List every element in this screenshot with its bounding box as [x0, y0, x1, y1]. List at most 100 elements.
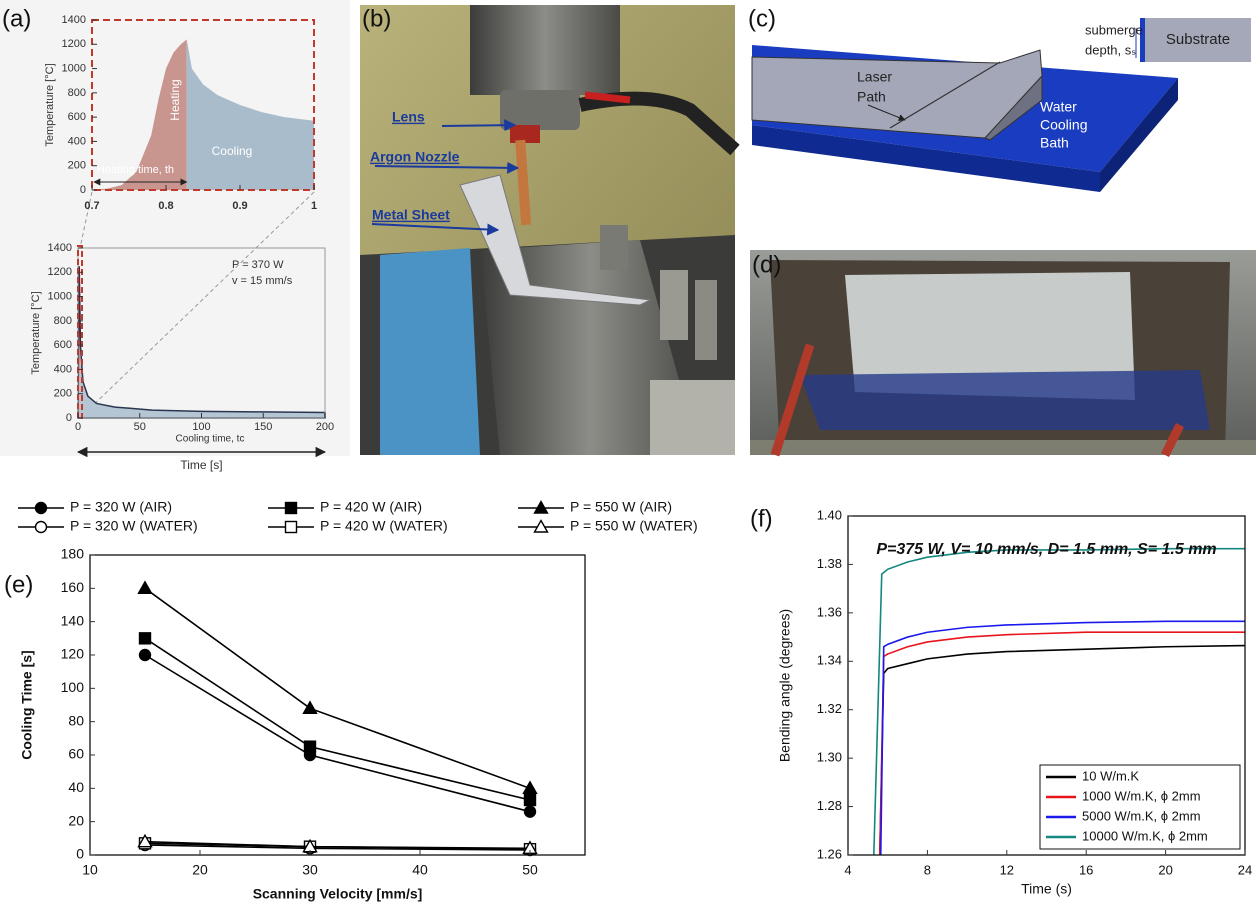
photo-label: Argon Nozzle — [370, 149, 460, 165]
line — [879, 620, 1245, 856]
zoom-guide — [81, 191, 315, 417]
marker — [533, 519, 549, 533]
marker — [522, 780, 538, 795]
marker — [523, 793, 537, 807]
area-label: Heating — [168, 79, 182, 120]
y-axis-label: Bending angle (degrees) — [777, 609, 793, 762]
inset-box-label: Substrate — [1166, 31, 1230, 48]
inset-label: depth, sₛ — [1085, 42, 1136, 57]
y-tick-label: 1.34 — [817, 653, 842, 668]
line — [144, 587, 531, 790]
y-tick-label: 1.40 — [817, 507, 842, 522]
panel-label: (b) — [362, 5, 391, 32]
x-axis-label: Time (s) — [1021, 881, 1072, 897]
y-tick-label: 40 — [68, 779, 84, 795]
annotation: Heating time, th — [97, 164, 174, 176]
x-tick-label: 20 — [192, 862, 208, 878]
y-tick-label: 80 — [68, 712, 84, 728]
legend-label: P = 320 W (WATER) — [70, 518, 198, 534]
x-tick-label: 200 — [316, 421, 334, 433]
legend-label: 10000 W/m.K, ϕ 2mm — [1082, 828, 1208, 843]
plot-frame — [847, 515, 1246, 856]
y-tick-label: 400 — [54, 363, 72, 375]
marker — [523, 805, 537, 818]
path-label: Path — [857, 89, 886, 105]
y-tick-label: 1.38 — [817, 556, 842, 571]
y-tick-label: 160 — [61, 579, 85, 595]
marker — [138, 648, 152, 662]
x-tick-label: 50 — [522, 862, 538, 878]
y-tick-label: 60 — [68, 746, 84, 762]
y-tick-label: 1.32 — [817, 701, 842, 716]
y-axis-label: Cooling Time [s] — [19, 650, 35, 759]
x-tick-label: 40 — [412, 862, 428, 878]
panel-label: (a) — [2, 5, 31, 32]
marker — [137, 833, 153, 848]
bath-label: Cooling — [1040, 117, 1087, 133]
chart-title: P=375 W, V= 10 mm/s, D= 1.5 mm, S= 1.5 m… — [876, 541, 1216, 558]
marker — [34, 501, 48, 515]
area — [186, 39, 314, 190]
y-tick-label: 1200 — [48, 266, 72, 278]
y-tick-label: 1000 — [48, 290, 72, 302]
line — [873, 547, 1245, 856]
x-axis-label: Time [s] — [180, 458, 222, 472]
x-axis-label: Scanning Velocity [mm/s] — [253, 886, 423, 902]
y-tick-label: 600 — [68, 111, 86, 123]
y-tick-label: 800 — [54, 315, 72, 327]
y-tick-label: 1200 — [62, 38, 86, 50]
marker — [137, 580, 153, 595]
x-tick-label: 50 — [134, 421, 146, 433]
y-tick-label: 1.26 — [817, 846, 842, 861]
legend-label: P = 550 W (WATER) — [570, 518, 698, 534]
y-tick-label: 1.30 — [817, 750, 842, 765]
x-tick-label: 4 — [844, 862, 851, 877]
y-tick-label: 180 — [61, 546, 85, 562]
legend-label: 1000 W/m.K, ϕ 2mm — [1082, 788, 1201, 803]
panel-label: (c) — [748, 5, 776, 32]
line — [878, 631, 1245, 856]
x-tick-label: 0.9 — [232, 200, 247, 212]
y-axis-label: Temperature [°C] — [44, 63, 56, 146]
x-tick-label: 150 — [254, 421, 272, 433]
legend-label: P = 420 W (AIR) — [320, 499, 422, 515]
plot-frame — [89, 554, 586, 856]
photo-label: Metal Sheet — [372, 207, 450, 223]
x-tick-label: 0.7 — [84, 200, 99, 212]
marker — [34, 520, 48, 534]
y-tick-label: 1400 — [48, 242, 72, 254]
annotation: Cooling time, tc — [176, 434, 245, 445]
y-tick-label: 200 — [68, 160, 86, 172]
marker — [303, 740, 317, 753]
y-tick-label: 0 — [80, 184, 86, 196]
y-tick-label: 1.28 — [817, 798, 842, 813]
y-tick-label: 1000 — [62, 62, 86, 74]
y-tick-label: 120 — [61, 646, 85, 662]
plot-frame — [91, 19, 315, 191]
photo-label: Lens — [392, 109, 425, 125]
y-tick-label: 100 — [61, 679, 85, 695]
area — [92, 39, 187, 190]
bath-label: Bath — [1040, 135, 1069, 151]
y-tick-label: 800 — [68, 87, 86, 99]
legend-box — [1039, 764, 1241, 850]
y-tick-label: 200 — [54, 388, 72, 400]
y-axis-label: Temperature [°C] — [30, 291, 42, 374]
line — [144, 654, 531, 813]
x-tick-label: 1 — [311, 200, 317, 212]
x-tick-label: 0 — [75, 421, 81, 433]
x-tick-label: 24 — [1238, 862, 1252, 877]
legend-label: P = 320 W (AIR) — [70, 499, 172, 515]
marker — [302, 700, 318, 715]
x-tick-label: 12 — [1000, 862, 1014, 877]
y-tick-label: 0 — [76, 846, 84, 862]
panel-label: (d) — [752, 251, 781, 278]
x-tick-label: 16 — [1079, 862, 1093, 877]
photo-arrow — [371, 223, 500, 236]
annotation: v = 15 mm/s — [232, 275, 293, 287]
photo-d — [750, 250, 1256, 458]
y-tick-label: 400 — [68, 135, 86, 147]
marker — [284, 520, 298, 534]
x-tick-label: 8 — [924, 862, 931, 877]
